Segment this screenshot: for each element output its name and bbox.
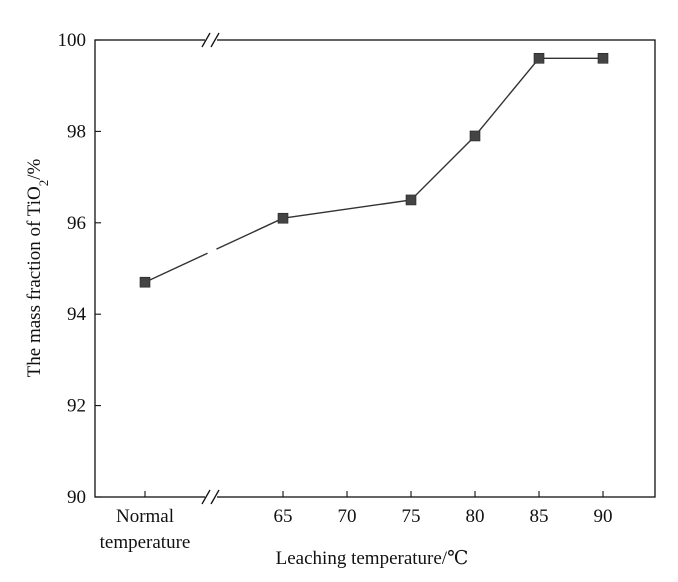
y-tick-label: 100 [58,30,87,51]
x-tick-label: 90 [594,506,613,527]
y-tick-label: 94 [67,304,87,325]
x-axis-title: Leaching temperature/℃ [276,548,469,569]
x-tick-label: 85 [530,506,549,527]
axis-break-gap [205,494,217,500]
x-tick-label: 65 [274,506,293,527]
x-tick-label: 80 [466,506,485,527]
x-tick-label: Normal temperature [100,506,191,553]
y-tick-label: 96 [67,213,86,234]
data-point [469,130,481,142]
x-tick-label: 75 [402,506,421,527]
data-point [277,212,289,224]
y-tick-label: 98 [67,121,86,142]
data-point [139,276,151,288]
axis-break-gap [205,37,217,43]
data-point [597,52,609,64]
axis-break-mark [201,489,211,505]
plot-frame [94,39,656,498]
data-point [405,194,417,206]
x-tick-label: 70 [338,506,357,527]
axis-break-mark [210,32,220,48]
series-line [144,57,603,283]
axis-break-mark [210,489,220,505]
y-tick-label: 90 [67,487,86,508]
data-point [533,52,545,64]
y-axis-title: The mass fraction of TiO2/% [24,159,51,378]
series-break-gap [207,246,217,257]
y-tick-label: 92 [67,396,86,417]
axis-break-mark [201,32,211,48]
